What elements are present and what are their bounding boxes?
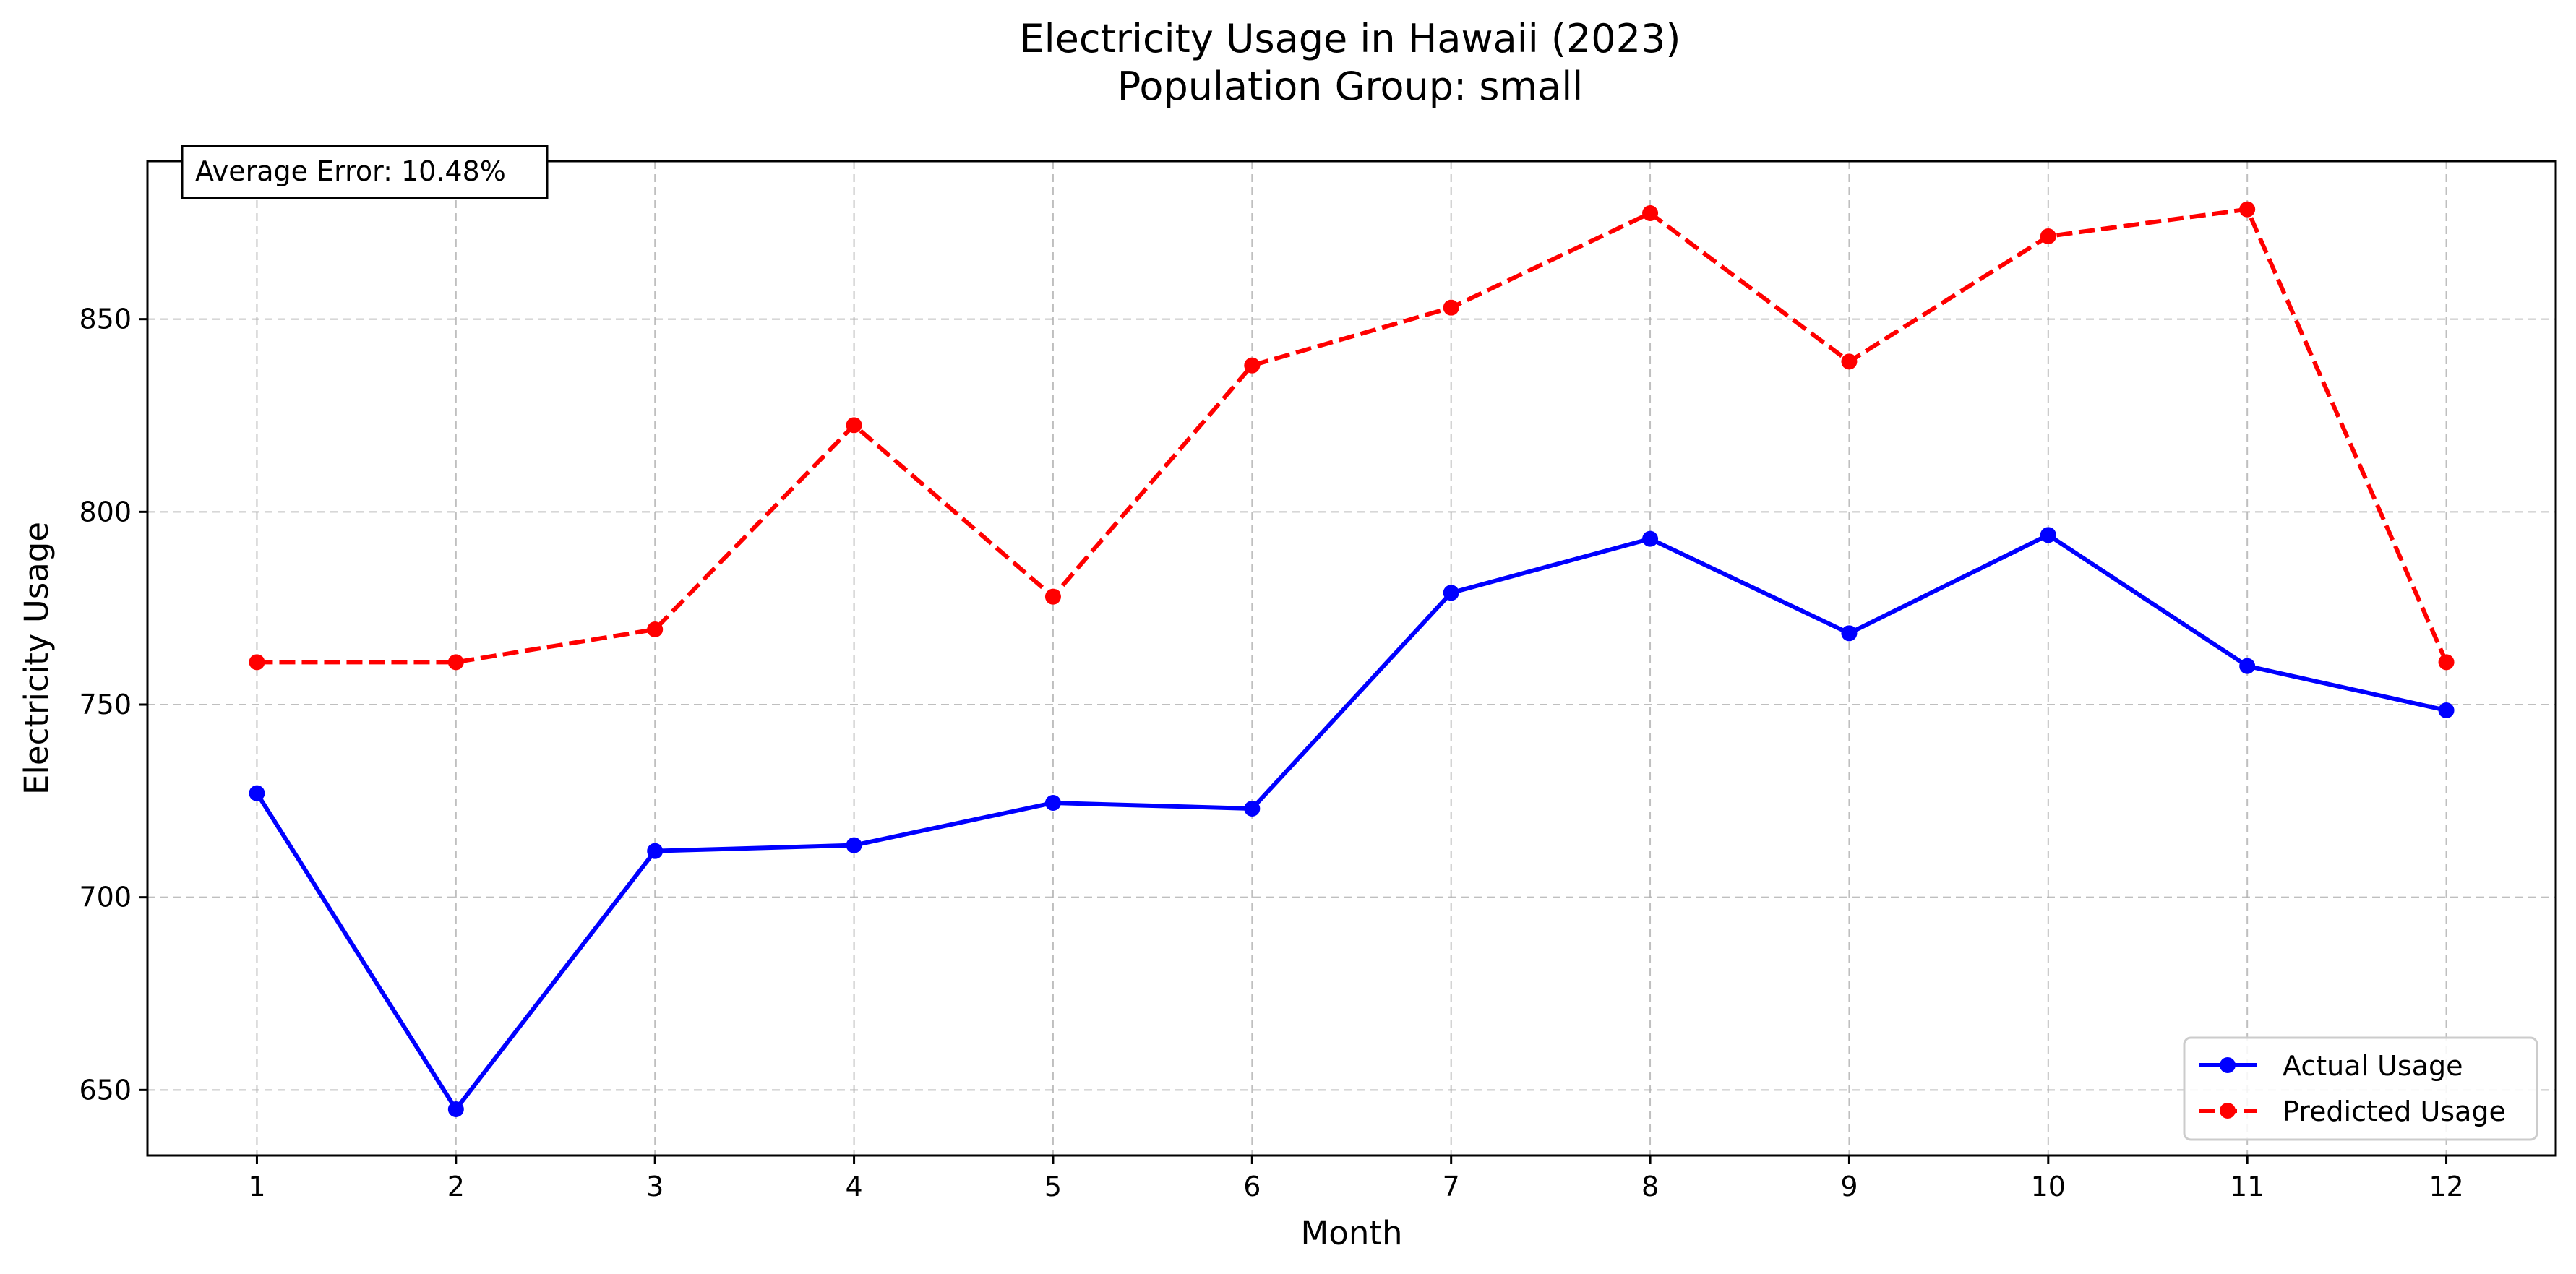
legend-marker-predicted bbox=[2220, 1103, 2236, 1119]
x-tick-label: 6 bbox=[1243, 1171, 1261, 1202]
data-point-actual-usage bbox=[1044, 795, 1061, 811]
x-tick-label: 3 bbox=[646, 1171, 664, 1202]
data-point-actual-usage bbox=[2438, 702, 2455, 718]
data-point-predicted-usage bbox=[2438, 654, 2455, 671]
x-tick-label: 9 bbox=[1840, 1171, 1858, 1202]
legend-marker-actual bbox=[2220, 1057, 2236, 1073]
x-tick-label: 12 bbox=[2429, 1171, 2463, 1202]
data-point-predicted-usage bbox=[1443, 299, 1459, 316]
data-point-actual-usage bbox=[1642, 530, 1659, 547]
data-point-actual-usage bbox=[249, 785, 265, 801]
chart-subtitle: Population Group: small bbox=[1117, 64, 1583, 109]
legend-label-predicted: Predicted Usage bbox=[2283, 1096, 2506, 1127]
annotation-box bbox=[181, 145, 549, 199]
data-point-actual-usage bbox=[1841, 625, 1858, 642]
grid-lines bbox=[147, 161, 2556, 1155]
x-tick-label: 4 bbox=[845, 1171, 862, 1202]
data-point-predicted-usage bbox=[647, 621, 664, 637]
y-tick-label: 700 bbox=[79, 882, 132, 913]
series-line-predicted-usage bbox=[257, 207, 2449, 665]
y-tick-label: 850 bbox=[79, 304, 132, 335]
x-tick-label: 7 bbox=[1443, 1171, 1460, 1202]
y-axis-label: Electricity Usage bbox=[17, 522, 56, 795]
x-tick-label: 11 bbox=[2230, 1171, 2264, 1202]
series-line-actual-usage bbox=[254, 533, 2447, 1111]
legend: Actual Usage Predicted Usage bbox=[2183, 1036, 2538, 1141]
data-point-actual-usage bbox=[2239, 658, 2256, 674]
x-tick-label: 2 bbox=[447, 1171, 465, 1202]
x-tick-label: 8 bbox=[1641, 1171, 1659, 1202]
data-point-predicted-usage bbox=[2239, 201, 2256, 218]
y-tick-label: 650 bbox=[79, 1074, 132, 1106]
x-tick-label: 1 bbox=[248, 1171, 265, 1202]
plot-frame bbox=[146, 160, 2557, 1157]
data-point-predicted-usage bbox=[2040, 228, 2056, 244]
data-point-actual-usage bbox=[2040, 527, 2056, 543]
data-point-actual-usage bbox=[846, 837, 862, 853]
x-tick-label: 10 bbox=[2031, 1171, 2066, 1202]
data-point-predicted-usage bbox=[846, 417, 862, 434]
x-tick-label: 5 bbox=[1044, 1171, 1062, 1202]
data-point-predicted-usage bbox=[1244, 357, 1261, 374]
data-point-actual-usage bbox=[647, 843, 664, 859]
x-axis-label: Month bbox=[1300, 1214, 1402, 1252]
series-lines bbox=[249, 201, 2455, 1117]
error-annotation: Average Error: 10.48% bbox=[181, 145, 549, 199]
data-point-actual-usage bbox=[447, 1101, 464, 1117]
legend-box bbox=[2183, 1036, 2538, 1141]
data-point-actual-usage bbox=[1244, 801, 1261, 817]
data-point-predicted-usage bbox=[447, 654, 464, 671]
data-point-predicted-usage bbox=[1642, 205, 1659, 221]
chart-title: Electricity Usage in Hawaii (2023) bbox=[1020, 16, 1681, 61]
y-tick-label: 800 bbox=[79, 496, 132, 528]
legend-label-actual: Actual Usage bbox=[2283, 1050, 2463, 1082]
data-point-predicted-usage bbox=[1841, 353, 1858, 370]
data-point-actual-usage bbox=[1443, 585, 1459, 601]
data-point-predicted-usage bbox=[1044, 588, 1061, 605]
data-point-predicted-usage bbox=[249, 654, 265, 671]
annotation-text: Average Error: 10.48% bbox=[195, 155, 506, 187]
y-tick-label: 750 bbox=[79, 689, 132, 720]
